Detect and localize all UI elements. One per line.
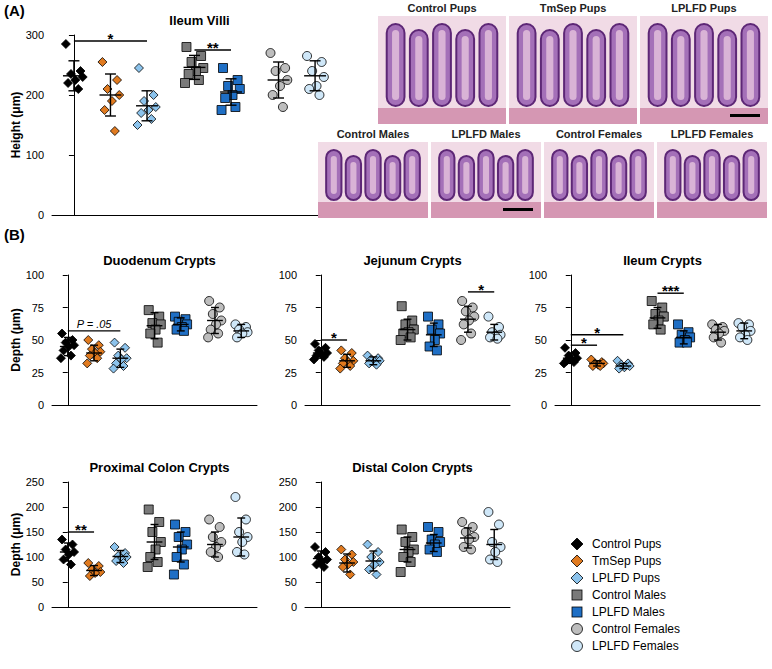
svg-text:50: 50 — [535, 334, 547, 346]
svg-text:200: 200 — [26, 501, 44, 513]
svg-text:25: 25 — [285, 367, 297, 379]
svg-text:***: *** — [662, 282, 680, 299]
svg-text:100: 100 — [26, 269, 44, 281]
svg-text:100: 100 — [279, 551, 297, 563]
svg-text:0: 0 — [38, 399, 44, 411]
svg-text:75: 75 — [32, 302, 44, 314]
svg-text:100: 100 — [529, 269, 547, 281]
html-text:Control Females: Control Females — [555, 128, 643, 140]
svg-text:0: 0 — [291, 399, 297, 411]
svg-text:*: * — [478, 281, 484, 298]
svg-text:100: 100 — [26, 551, 44, 563]
html-text:LPLFD Females: LPLFD Females — [670, 128, 754, 140]
svg-text:25: 25 — [535, 367, 547, 379]
svg-text:150: 150 — [279, 526, 297, 538]
svg-text:300: 300 — [26, 29, 44, 41]
svg-text:**: ** — [75, 521, 87, 538]
svg-text:Jejunum Crypts: Jejunum Crypts — [363, 253, 461, 268]
html-text:LPLFD Pups: LPLFD Pups — [592, 570, 660, 585]
svg-text:75: 75 — [535, 302, 547, 314]
html-text:Control Pups: Control Pups — [592, 536, 662, 551]
svg-text:0: 0 — [541, 399, 547, 411]
svg-text:Distal Colon Crypts: Distal Colon Crypts — [352, 460, 473, 475]
svg-text:**: ** — [207, 39, 219, 56]
svg-text:150: 150 — [26, 526, 44, 538]
svg-text:0: 0 — [291, 601, 297, 613]
html-text:Control Males: Control Males — [336, 128, 410, 140]
html-text:Control Pups: Control Pups — [407, 2, 477, 14]
html-text:LPLFD Males: LPLFD Males — [592, 604, 665, 619]
svg-text:50: 50 — [32, 576, 44, 588]
svg-text:250: 250 — [26, 476, 44, 488]
svg-text:Ileum Villi: Ileum Villi — [169, 13, 229, 28]
svg-text:0: 0 — [38, 601, 44, 613]
svg-text:200: 200 — [279, 501, 297, 513]
html-text:(A): (A) — [4, 2, 25, 19]
svg-text:Ileum Crypts: Ileum Crypts — [623, 253, 702, 268]
svg-text:200: 200 — [26, 89, 44, 101]
svg-text:50: 50 — [285, 334, 297, 346]
html-text:(B): (B) — [4, 226, 25, 243]
html-text:LPLFD Males: LPLFD Males — [451, 128, 521, 140]
svg-text:*: * — [581, 334, 587, 351]
svg-text:Height (μm): Height (μm) — [9, 92, 23, 159]
svg-text:100: 100 — [26, 149, 44, 161]
html-text:TmSep Pups: TmSep Pups — [592, 553, 662, 568]
svg-text:Duodenum Crypts: Duodenum Crypts — [103, 253, 216, 268]
html-text:LPLFD Pups: LPLFD Pups — [671, 2, 737, 14]
svg-text:Depth (μm): Depth (μm) — [9, 308, 23, 371]
svg-text:0: 0 — [38, 209, 44, 221]
svg-text:*: * — [108, 30, 114, 47]
svg-text:100: 100 — [279, 269, 297, 281]
svg-text:Proximal Colon Crypts: Proximal Colon Crypts — [89, 460, 229, 475]
svg-text:50: 50 — [32, 334, 44, 346]
svg-text:P = .05: P = .05 — [77, 318, 113, 330]
svg-text:Depth (μm): Depth (μm) — [9, 513, 23, 576]
html-text:Control Males: Control Males — [592, 587, 666, 602]
svg-text:250: 250 — [279, 476, 297, 488]
svg-text:*: * — [331, 329, 337, 346]
html-text:TmSep Pups: TmSep Pups — [539, 2, 607, 14]
html-text:Control Females: Control Females — [592, 621, 680, 636]
svg-text:75: 75 — [285, 302, 297, 314]
svg-text:*: * — [594, 324, 600, 341]
html-text:LPLFD Females: LPLFD Females — [592, 638, 679, 653]
svg-text:25: 25 — [32, 367, 44, 379]
svg-text:50: 50 — [285, 576, 297, 588]
